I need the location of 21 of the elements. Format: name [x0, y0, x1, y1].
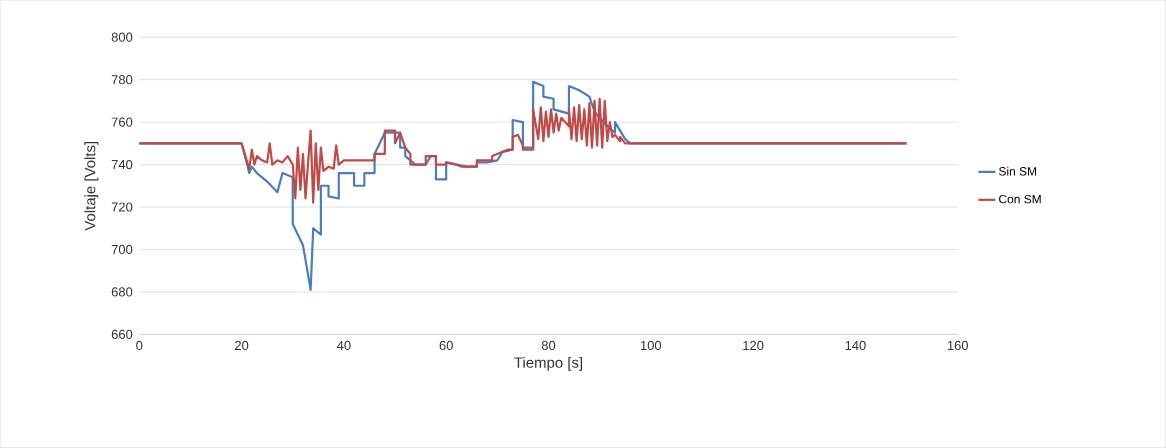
x-tick-label: 60 — [439, 341, 453, 351]
x-tick-label: 120 — [743, 341, 764, 351]
y-axis-title: Voltaje [Volts] — [84, 142, 99, 231]
x-tick-label: 0 — [136, 341, 143, 351]
x-tick-label: 80 — [541, 341, 556, 351]
y-tick-label: 680 — [111, 287, 133, 297]
y-tick-label: 740 — [111, 160, 133, 170]
x-tick-label: 40 — [336, 341, 351, 351]
x-tick-label: 100 — [640, 341, 662, 351]
x-tick-label: 140 — [845, 341, 866, 351]
y-tick-label: 700 — [111, 245, 133, 255]
x-tick-label: 20 — [235, 341, 249, 351]
y-tick-label: 760 — [111, 117, 133, 127]
y-tick-label: 800 — [111, 32, 133, 42]
y-tick-label: 780 — [111, 75, 133, 85]
legend-label: Sin SM — [999, 167, 1037, 176]
y-tick-label: 660 — [111, 329, 133, 340]
legend-label: Con SM — [999, 195, 1041, 204]
x-axis-title: Tiempo [s] — [514, 357, 583, 371]
y-tick-label: 720 — [111, 202, 133, 212]
x-tick-label: 160 — [947, 341, 968, 351]
